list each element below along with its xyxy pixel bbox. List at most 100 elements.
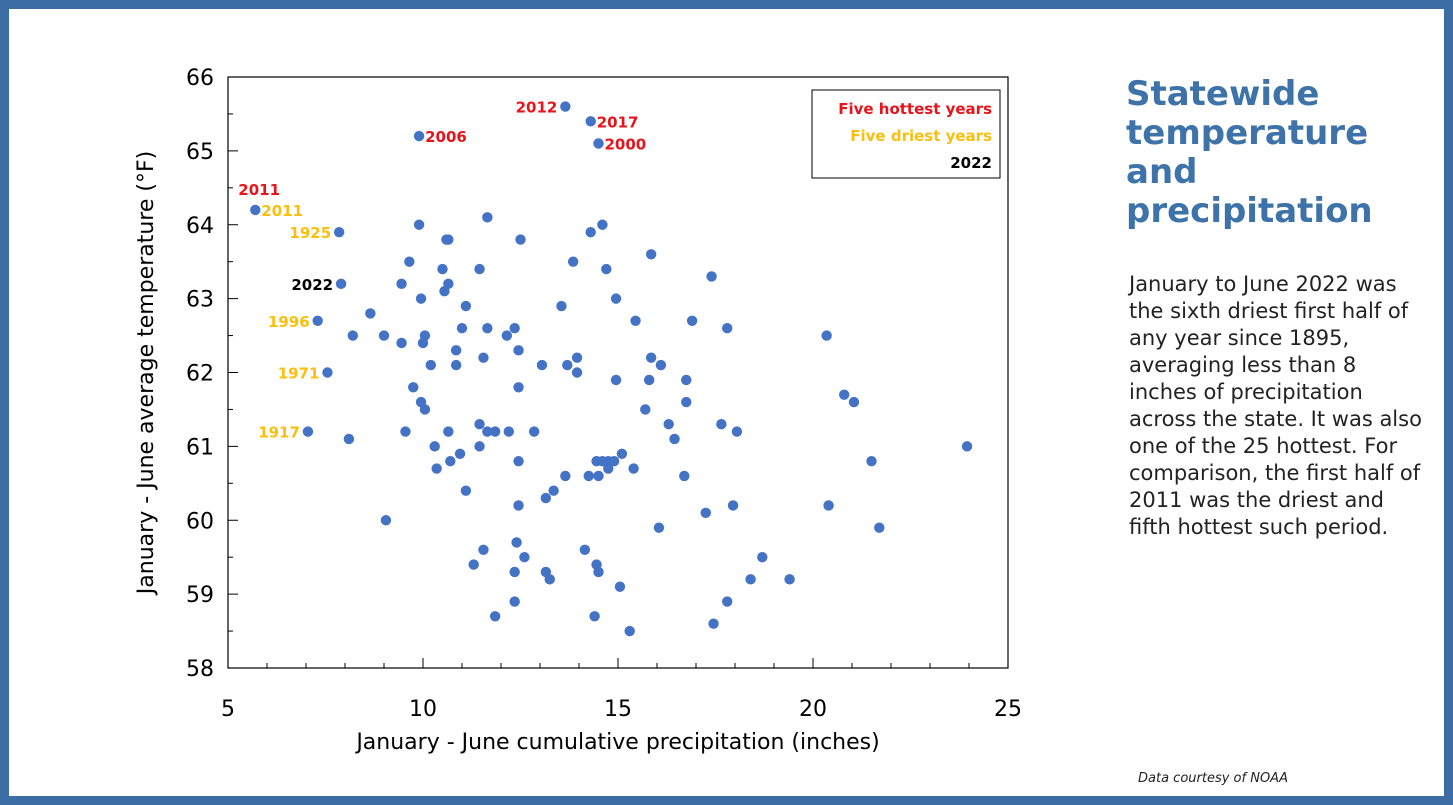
data-point	[603, 463, 614, 474]
data-point	[513, 345, 524, 356]
data-credit: Data courtesy of NOAA	[1138, 771, 1288, 786]
data-point	[347, 330, 358, 341]
data-point	[585, 116, 596, 127]
sidebar-body: January to June 2022 was the sixth dries…	[1129, 272, 1422, 539]
data-point	[513, 382, 524, 393]
data-point	[478, 352, 489, 363]
data-point	[513, 500, 524, 511]
data-point	[597, 219, 608, 230]
data-point	[415, 293, 427, 304]
data-point	[378, 330, 390, 341]
y-tick-label: 61	[186, 435, 214, 460]
data-point	[343, 433, 355, 445]
x-axis-label: January - June cumulative precipitation …	[354, 730, 879, 755]
data-point	[961, 441, 973, 452]
data-point	[571, 352, 583, 363]
data-point	[509, 566, 520, 578]
data-point	[560, 470, 571, 482]
data-point	[474, 263, 485, 275]
year-annotation: 2022	[291, 276, 333, 294]
data-point	[640, 404, 651, 415]
data-point	[579, 544, 591, 555]
x-tick-label: 25	[994, 697, 1022, 722]
data-point	[722, 322, 733, 334]
data-point	[708, 618, 719, 629]
data-point	[548, 485, 559, 496]
data-point	[716, 419, 727, 430]
data-point	[583, 470, 594, 482]
data-point	[450, 345, 462, 356]
year-annotation: 1917	[258, 424, 300, 442]
data-point	[454, 448, 466, 459]
data-point	[610, 293, 622, 304]
data-point	[567, 256, 579, 267]
data-point	[731, 426, 743, 437]
y-tick-label: 59	[186, 583, 214, 608]
data-point	[655, 359, 667, 371]
data-point	[608, 455, 620, 467]
legend-entry: 2022	[950, 154, 992, 172]
data-point	[460, 485, 472, 496]
data-point	[404, 256, 415, 267]
y-tick-label: 58	[186, 657, 214, 682]
data-point	[544, 574, 555, 585]
legend-entry: Five hottest years	[838, 100, 992, 118]
data-point	[757, 551, 768, 563]
data-point	[727, 500, 739, 511]
data-point	[745, 574, 756, 585]
data-point	[250, 204, 261, 216]
year-annotation: 2012	[516, 99, 558, 117]
data-point	[706, 271, 717, 282]
data-point	[645, 352, 657, 363]
y-tick-label: 64	[186, 214, 214, 239]
data-point	[365, 308, 376, 319]
data-point	[839, 389, 850, 400]
year-annotation: 2017	[597, 113, 639, 131]
data-point	[380, 515, 392, 526]
data-point	[866, 455, 877, 467]
data-point	[443, 426, 454, 437]
data-point	[482, 322, 493, 334]
x-tick-label: 15	[604, 697, 632, 722]
data-point	[400, 426, 411, 437]
data-point	[700, 507, 711, 519]
data-point	[616, 448, 628, 459]
data-point	[681, 396, 692, 408]
data-point	[686, 315, 698, 326]
data-point	[630, 315, 641, 326]
data-point	[312, 315, 323, 326]
data-point	[503, 426, 514, 437]
data-point	[396, 337, 407, 349]
legend-box	[811, 89, 1001, 179]
data-point	[408, 382, 419, 393]
data-point	[439, 286, 450, 297]
y-tick-label: 62	[186, 362, 214, 387]
data-point	[460, 300, 472, 312]
data-point	[501, 330, 513, 341]
data-point	[489, 611, 501, 622]
data-point	[540, 492, 552, 504]
y-tick-label: 63	[186, 288, 214, 313]
data-point	[644, 374, 655, 386]
data-point	[515, 234, 526, 245]
data-point	[417, 337, 429, 349]
data-point	[669, 433, 680, 445]
sidebar-title: Statewide temperature and precipitation	[1126, 74, 1373, 231]
data-point	[653, 522, 665, 533]
data-point	[445, 455, 456, 467]
data-point	[848, 396, 860, 408]
data-point	[519, 551, 530, 563]
data-point	[663, 419, 674, 430]
data-point	[482, 212, 493, 223]
year-annotation: 1996	[268, 313, 310, 331]
y-axis-label: January - June average temperature (°F)	[134, 151, 159, 596]
data-point	[302, 426, 314, 437]
data-point	[396, 278, 407, 290]
year-annotation: 2000	[605, 135, 647, 153]
data-point	[511, 537, 522, 548]
data-point	[585, 226, 596, 238]
data-point	[509, 596, 520, 607]
data-point	[571, 367, 583, 378]
